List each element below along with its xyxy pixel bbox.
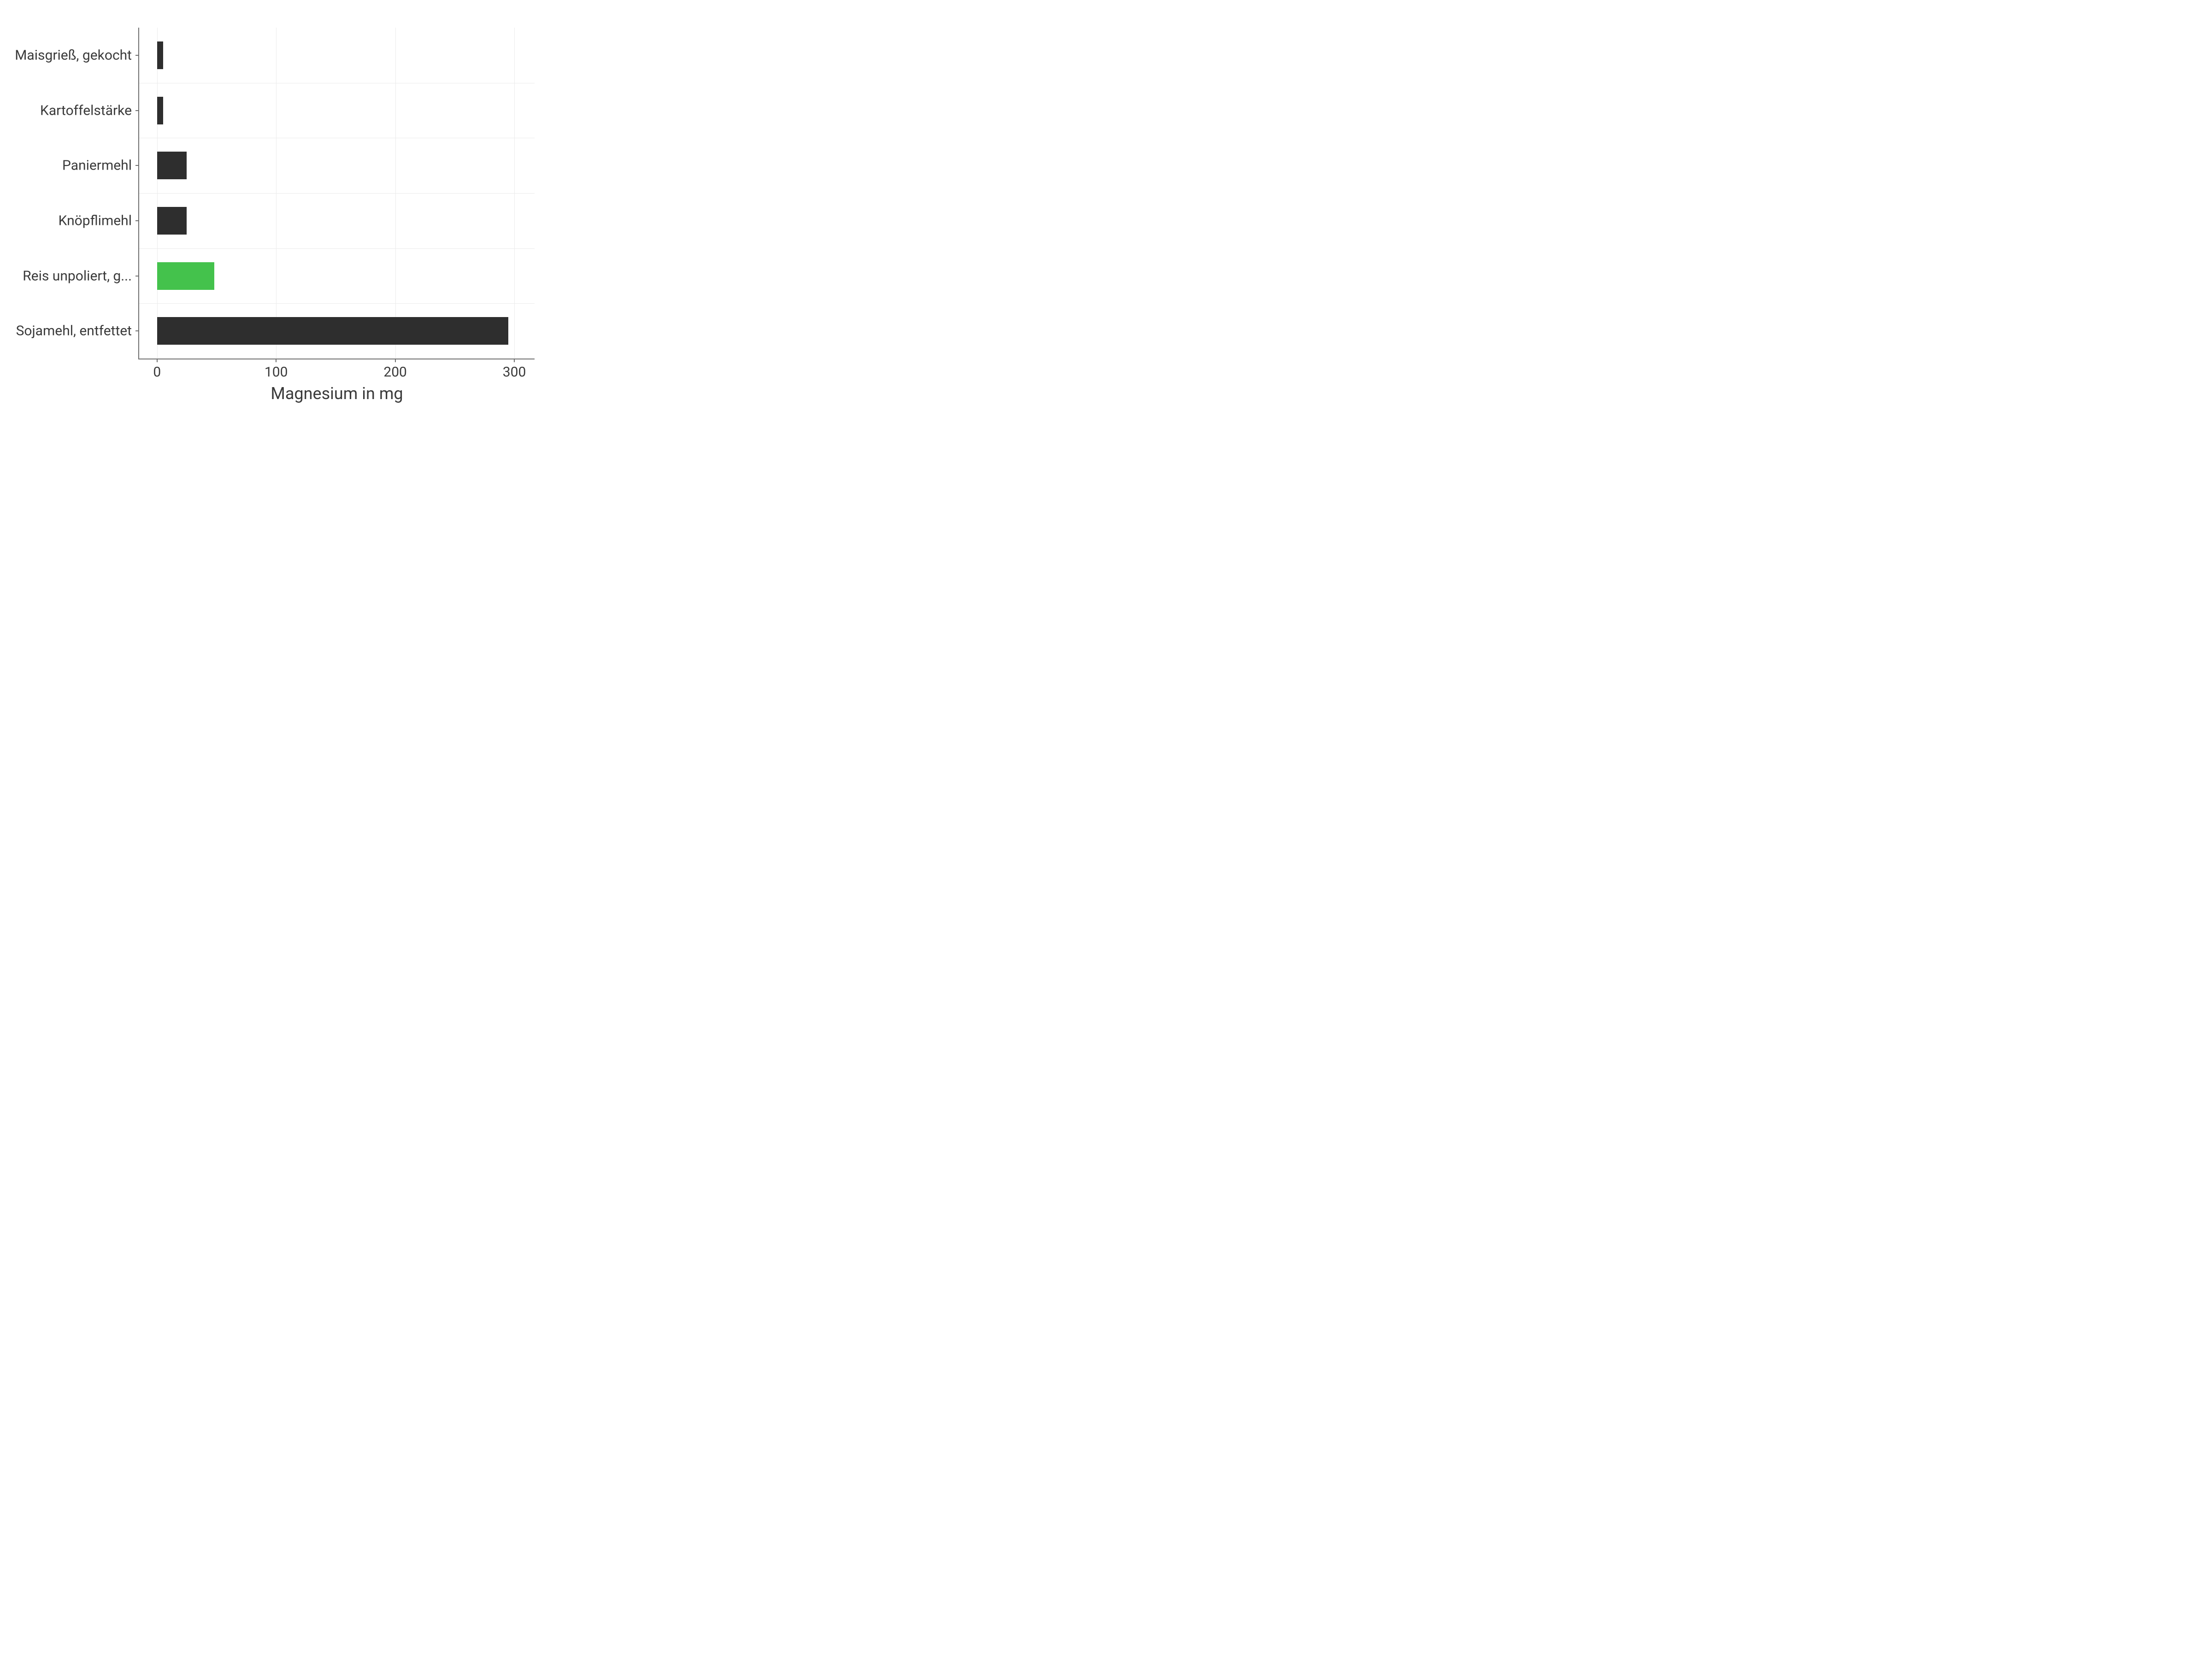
gridline-horizontal (139, 303, 535, 304)
bar (157, 152, 187, 179)
x-axis-title: Magnesium in mg (271, 384, 403, 403)
x-tick (157, 359, 158, 362)
gridline-horizontal (139, 248, 535, 249)
x-tick-label: 100 (265, 364, 288, 380)
x-tick (514, 359, 515, 362)
y-axis-label: Reis unpoliert, g... (23, 268, 132, 284)
y-axis-label: Paniermehl (62, 158, 132, 174)
y-axis-label: Kartoffelstärke (40, 102, 132, 118)
x-tick-label: 300 (503, 364, 526, 380)
plot-area: Magnesium in mg 0100200300Maisgrieß, gek… (138, 28, 535, 359)
y-tick (135, 165, 139, 166)
gridline-horizontal (139, 193, 535, 194)
x-tick (395, 359, 396, 362)
y-axis-label: Knöpflimehl (59, 212, 132, 229)
bar-chart: Magnesium in mg 0 100 200 300 Maisgrieß, gek… (0, 0, 553, 415)
bar (157, 262, 214, 290)
x-tick-label: 0 (153, 364, 161, 380)
bar (157, 317, 508, 345)
bar (157, 41, 163, 69)
y-tick (135, 55, 139, 56)
y-axis-label: Sojamehl, entfettet (16, 323, 132, 339)
y-tick (135, 330, 139, 331)
y-tick (135, 110, 139, 111)
bar (157, 97, 163, 124)
y-axis-label: Maisgrieß, gekocht (15, 47, 132, 63)
x-tick-label: 200 (383, 364, 407, 380)
y-tick (135, 220, 139, 221)
bar (157, 207, 187, 235)
